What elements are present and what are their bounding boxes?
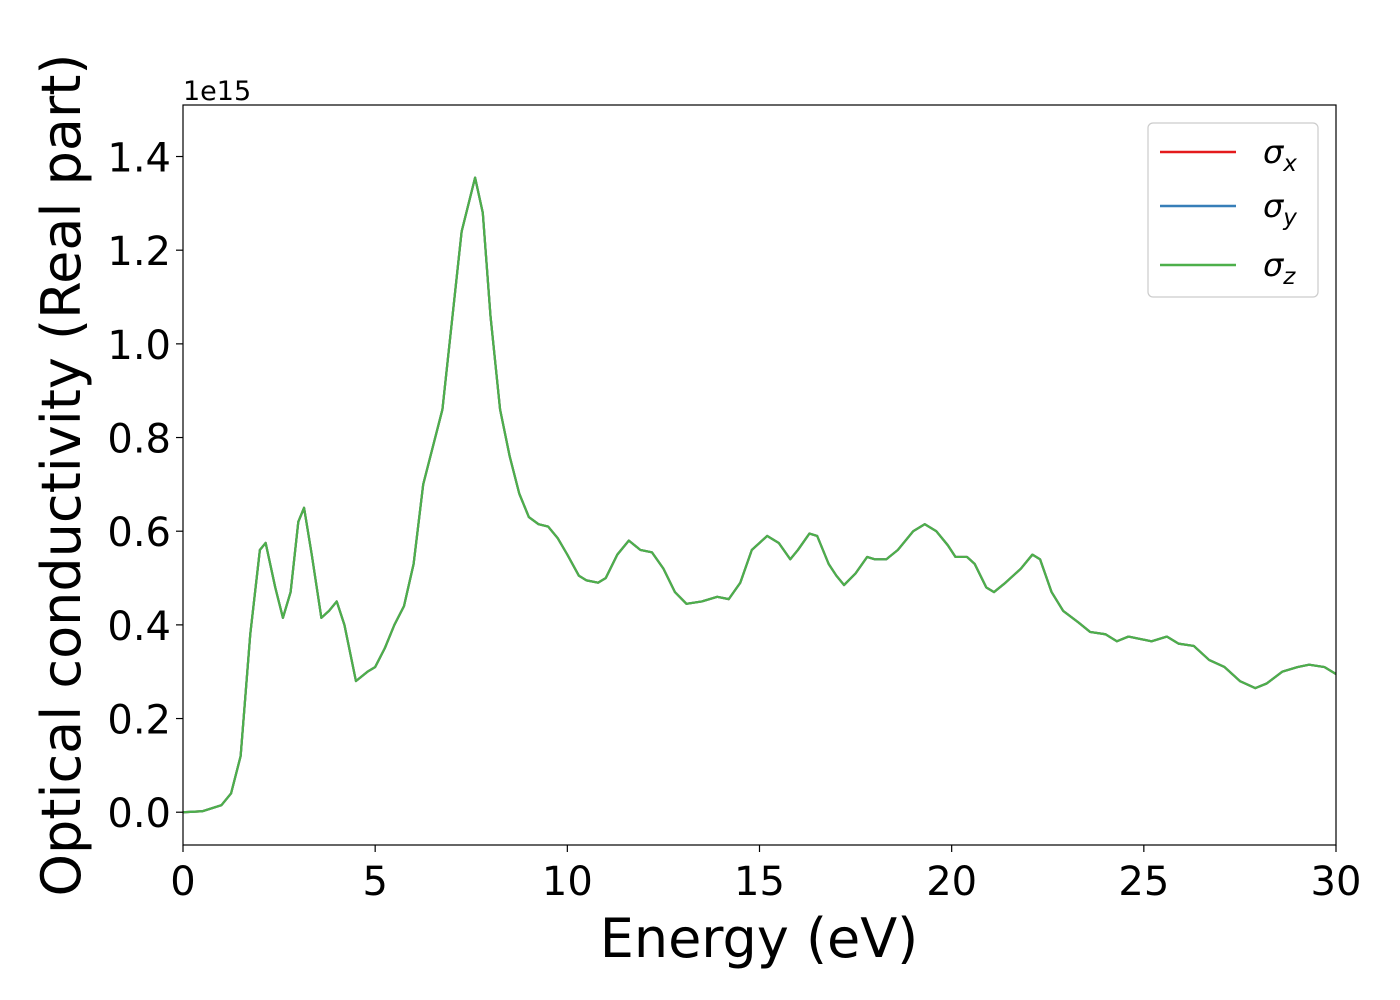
y-tick-label: 0.2 — [107, 698, 171, 744]
legend-label: σy — [1263, 187, 1297, 231]
y-tick-label: 1.2 — [107, 229, 171, 275]
y-tick-label: 0.0 — [107, 791, 171, 837]
y-tick-label: 1.4 — [107, 136, 171, 182]
legend-box — [1147, 122, 1319, 298]
x-tick-label: 10 — [542, 859, 593, 905]
y-tick-label: 1.0 — [107, 323, 171, 369]
plot-frame — [182, 104, 1337, 846]
y-offset-label: 1e15 — [183, 76, 251, 107]
y-tick-label: 0.4 — [107, 604, 171, 650]
y-tick-label: 0.8 — [107, 417, 171, 463]
y-axis-label: Optical conductivity (Real part) — [30, 54, 93, 897]
x-tick-label: 30 — [1311, 859, 1362, 905]
x-tick-label: 20 — [926, 859, 977, 905]
x-tick-label: 0 — [170, 859, 195, 905]
y-tick-label: 0.6 — [107, 510, 171, 556]
x-axis-label: Energy (eV) — [600, 907, 919, 970]
x-tick-label: 5 — [362, 859, 387, 905]
series-line — [183, 176, 1336, 814]
x-tick-label: 25 — [1118, 859, 1169, 905]
legend-label: σz — [1263, 246, 1296, 290]
x-tick-label: 15 — [734, 859, 785, 905]
legend-label: σx — [1263, 133, 1297, 177]
